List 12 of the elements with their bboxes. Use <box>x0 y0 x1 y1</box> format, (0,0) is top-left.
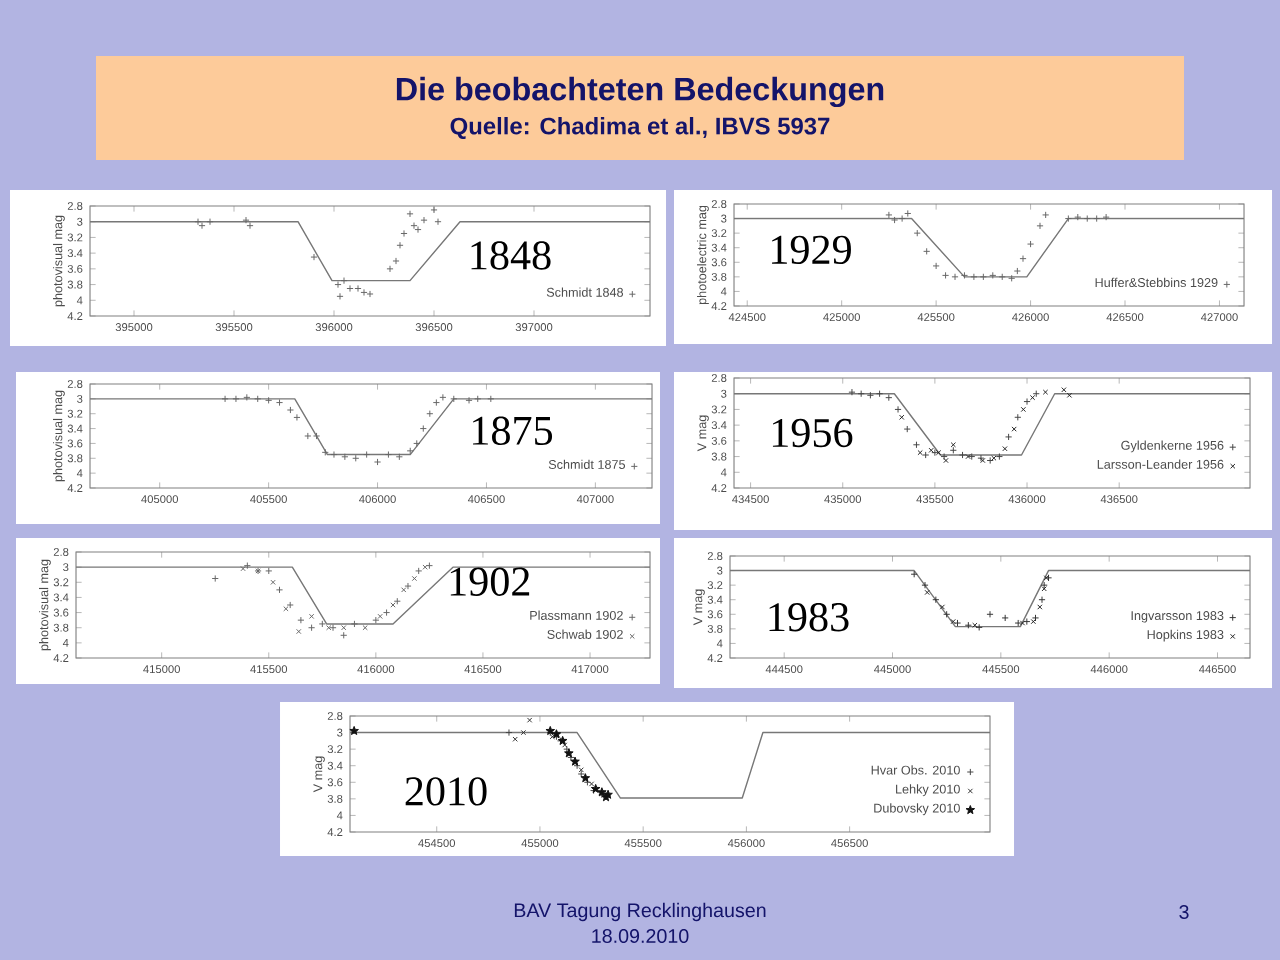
text: 18.09.2010 <box>592 929 689 943</box>
annotation: 1929 <box>772 235 851 265</box>
annotation: 2010 <box>405 777 487 806</box>
text: Die beobachteten Bedeckungen <box>396 76 884 108</box>
annotation: 1875 <box>473 416 553 446</box>
annotation: 1956 <box>772 418 853 448</box>
annotation: 1848 <box>471 241 551 270</box>
annotation: 1983 <box>769 602 849 632</box>
text: BAV Tagung Recklinghausen <box>514 902 766 922</box>
text: Quelle: Chadima et al., IBVS 5937 <box>450 116 830 140</box>
annotation: 1902 <box>450 567 530 596</box>
text: 3 <box>1179 905 1189 919</box>
